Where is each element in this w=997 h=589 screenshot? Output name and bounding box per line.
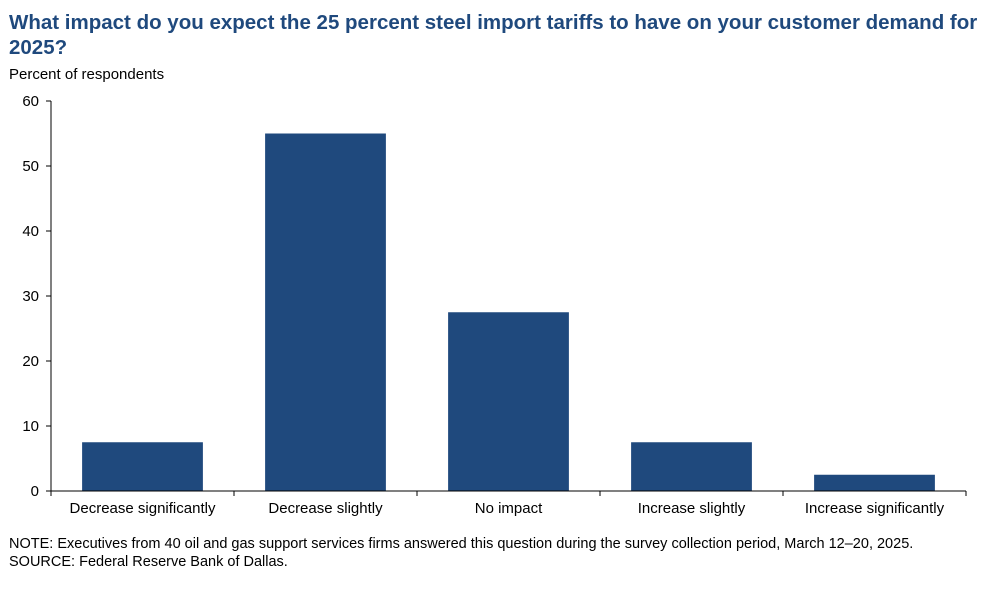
y-tick-label: 0	[31, 483, 39, 500]
bar-decrease-significantly	[82, 442, 203, 491]
bar-increase-slightly	[631, 442, 752, 491]
chart-title: What impact do you expect the 25 percent…	[9, 11, 978, 59]
x-tick-label: Decrease significantly	[70, 500, 216, 517]
x-tick-label: Increase significantly	[805, 500, 945, 517]
y-tick-label: 30	[22, 288, 39, 305]
x-tick-label: Increase slightly	[638, 500, 746, 517]
bar-decrease-slightly	[265, 133, 386, 491]
y-tick-label: 10	[22, 418, 39, 435]
note-text: NOTE: Executives from 40 oil and gas sup…	[9, 536, 914, 552]
y-axis-label: Percent of respondents	[9, 66, 165, 83]
y-tick-label: 40	[22, 223, 39, 240]
bar-no-impact	[448, 312, 569, 491]
x-axis-ticks: Decrease significantly Decrease slightly N…	[50, 491, 967, 517]
x-tick-label: No impact	[475, 500, 543, 517]
y-tick-label: 60	[22, 93, 39, 110]
bar-increase-significantly	[814, 474, 935, 491]
source-text: SOURCE: Federal Reserve Bank of Dallas.	[9, 554, 288, 570]
y-axis-ticks: 0 10 20 30 40 50 60	[22, 93, 51, 500]
y-tick-label: 50	[22, 158, 39, 175]
bars	[82, 133, 935, 491]
chart-notes: NOTE: Executives from 40 oil and gas sup…	[9, 535, 989, 571]
x-tick-label: Decrease slightly	[268, 500, 383, 517]
y-tick-label: 20	[22, 353, 39, 370]
